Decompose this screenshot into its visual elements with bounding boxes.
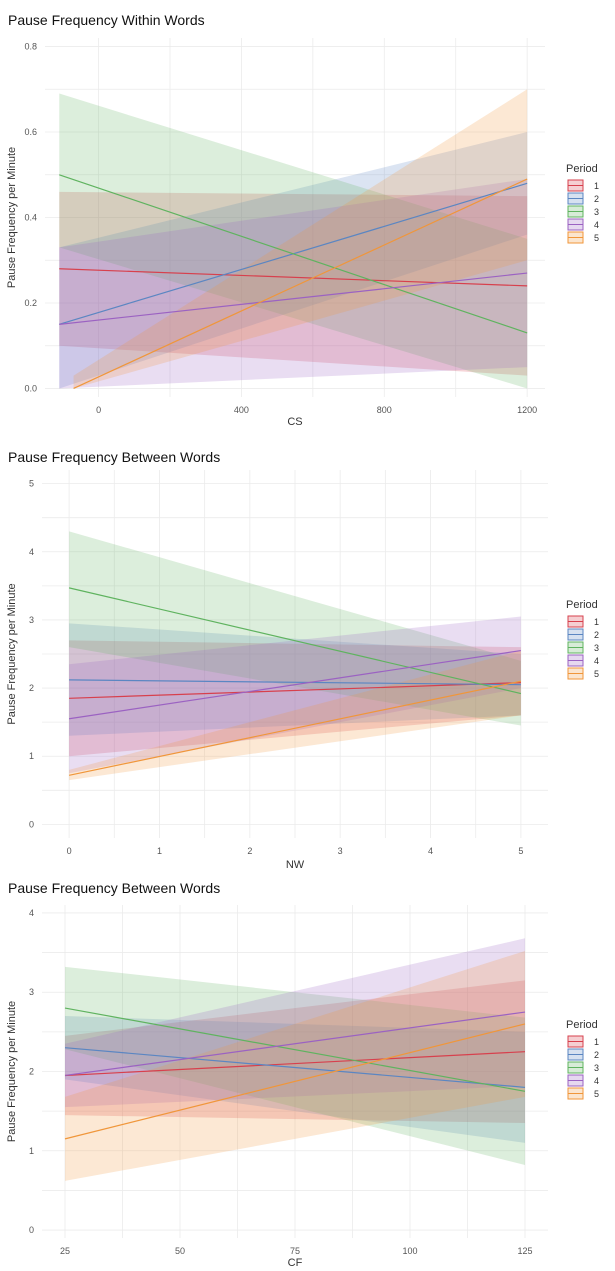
- fit-line-period-4: [69, 649, 521, 720]
- x-tick-label: 0: [67, 846, 72, 856]
- x-tick-label: 75: [290, 1246, 300, 1256]
- fit-line-period-2: [69, 679, 521, 686]
- y-axis-label: Pause Frequency per Minute: [6, 1001, 18, 1142]
- fit-line-period-1: [64, 1051, 526, 1077]
- legend-label-period-4: 4: [594, 656, 599, 666]
- x-tick-label: 0: [96, 405, 101, 415]
- y-tick-label: 4: [29, 547, 34, 557]
- legend-label-period-3: 3: [594, 207, 599, 217]
- legend-label-period-2: 2: [594, 630, 599, 640]
- fit-line-period-5: [68, 680, 522, 776]
- ci-band-period-5: [65, 950, 525, 1181]
- fit-line-period-2: [64, 1047, 526, 1088]
- y-tick-label: 0.2: [24, 298, 37, 308]
- y-axis-label: Pause Frequency per Minute: [6, 147, 18, 288]
- y-tick-label: 2: [29, 1067, 34, 1077]
- x-tick-label: 800: [377, 405, 392, 415]
- fit-line-period-1: [59, 268, 528, 287]
- chart-title: Pause Frequency Between Words: [8, 449, 220, 465]
- y-tick-label: 0.6: [24, 127, 37, 137]
- fit-line-period-3: [59, 174, 528, 334]
- legend-label-period-3: 3: [594, 643, 599, 653]
- x-tick-label: 125: [517, 1246, 532, 1256]
- fit-line-period-5: [64, 1023, 526, 1140]
- fit-line-period-3: [64, 1007, 526, 1092]
- ci-band-period-1: [59, 191, 528, 376]
- x-tick-label: 400: [234, 405, 249, 415]
- x-tick-label: 100: [402, 1246, 417, 1256]
- legend-label-period-2: 2: [594, 1050, 599, 1060]
- x-axis-label: CS: [287, 416, 302, 428]
- x-tick-label: 5: [518, 846, 523, 856]
- ci-band-period-4: [59, 179, 528, 389]
- fit-line-period-3: [68, 587, 522, 695]
- y-tick-label: 3: [29, 987, 34, 997]
- ci-band-period-5: [73, 89, 528, 389]
- y-tick-label: 3: [29, 615, 34, 625]
- legend-label-period-1: 1: [594, 1037, 599, 1047]
- ci-band-period-4: [65, 938, 525, 1108]
- fit-line-period-5: [73, 178, 528, 389]
- y-tick-label: 0.0: [24, 383, 37, 393]
- legend-label-period-3: 3: [594, 1063, 599, 1073]
- legend: Period 1 2 3 4 5: [566, 163, 599, 244]
- ci-band-period-1: [65, 980, 525, 1124]
- ci-band-period-4: [69, 616, 521, 774]
- legend-title: Period: [566, 163, 598, 175]
- y-tick-label: 2: [29, 683, 34, 693]
- legend-label-period-4: 4: [594, 1076, 599, 1086]
- legend-label-period-2: 2: [594, 194, 599, 204]
- chart-title: Pause Frequency Between Words: [8, 880, 220, 896]
- fit-line-period-4: [59, 272, 528, 325]
- x-axis-label: NW: [286, 859, 305, 871]
- ci-band-period-2: [69, 623, 521, 736]
- x-tick-label: 50: [175, 1246, 185, 1256]
- y-tick-label: 0: [29, 1225, 34, 1235]
- ci-band-period-3: [65, 966, 525, 1166]
- legend-label-period-5: 5: [594, 669, 599, 679]
- legend: Period 1 2 3 4 5: [566, 1019, 599, 1100]
- ci-band-period-3: [59, 93, 528, 389]
- y-tick-label: 0.4: [24, 213, 37, 223]
- y-tick-label: 5: [29, 479, 34, 489]
- legend-title: Period: [566, 1019, 598, 1031]
- x-tick-label: 25: [60, 1246, 70, 1256]
- x-tick-label: 2: [247, 846, 252, 856]
- ci-band-period-2: [65, 1016, 525, 1143]
- fit-line-period-1: [69, 682, 521, 699]
- chart-title: Pause Frequency Within Words: [8, 12, 205, 28]
- chart-panel-1: Pause Frequency Within Words 0.0 0.2 0.4 0.6…: [6, 12, 599, 428]
- ci-band-period-1: [69, 640, 521, 757]
- y-tick-label: 1: [29, 751, 34, 761]
- chart-panel-2: Pause Frequency Between Words 0 1 2 3 4 5 0 1 2 3 4…: [6, 449, 599, 871]
- legend: Period 1 2 3 4 5: [566, 599, 599, 680]
- y-axis-label: Pause Frequency per Minute: [6, 583, 18, 724]
- legend-label-period-5: 5: [594, 233, 599, 243]
- legend-label-period-1: 1: [594, 617, 599, 627]
- x-tick-label: 1: [157, 846, 162, 856]
- x-tick-label: 3: [338, 846, 343, 856]
- legend-label-period-4: 4: [594, 220, 599, 230]
- legend-title: Period: [566, 599, 598, 611]
- y-tick-label: 4: [29, 908, 34, 918]
- ci-band-period-2: [59, 132, 528, 389]
- y-tick-label: 0.8: [24, 42, 37, 52]
- legend-label-period-5: 5: [594, 1089, 599, 1099]
- ci-band-period-3: [69, 531, 521, 726]
- legend-label-period-1: 1: [594, 181, 599, 191]
- y-tick-label: 1: [29, 1146, 34, 1156]
- x-tick-label: 4: [428, 846, 433, 856]
- y-tick-label: 0: [29, 819, 34, 829]
- x-axis-label: CF: [288, 1257, 303, 1269]
- x-tick-label: 1200: [517, 405, 537, 415]
- fit-line-period-4: [64, 1011, 526, 1077]
